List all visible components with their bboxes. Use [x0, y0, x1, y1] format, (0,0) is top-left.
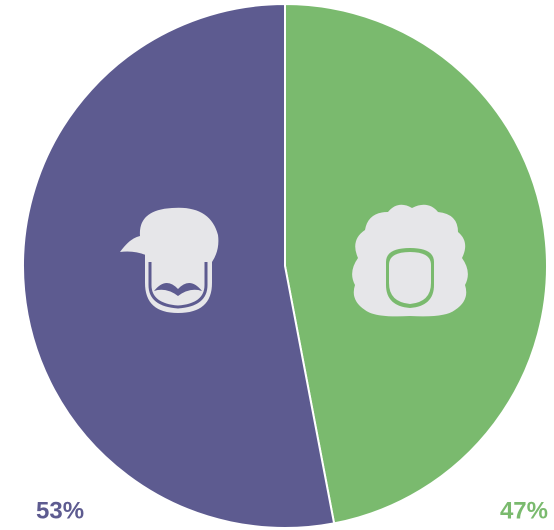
value-label: 47%: [500, 497, 548, 524]
value-label: 53%: [36, 497, 84, 524]
icons: [120, 204, 468, 317]
female-icon: [352, 204, 468, 317]
slices: [22, 2, 548, 529]
male-icon: [120, 207, 219, 313]
labels: 47% 53%: [36, 497, 548, 524]
